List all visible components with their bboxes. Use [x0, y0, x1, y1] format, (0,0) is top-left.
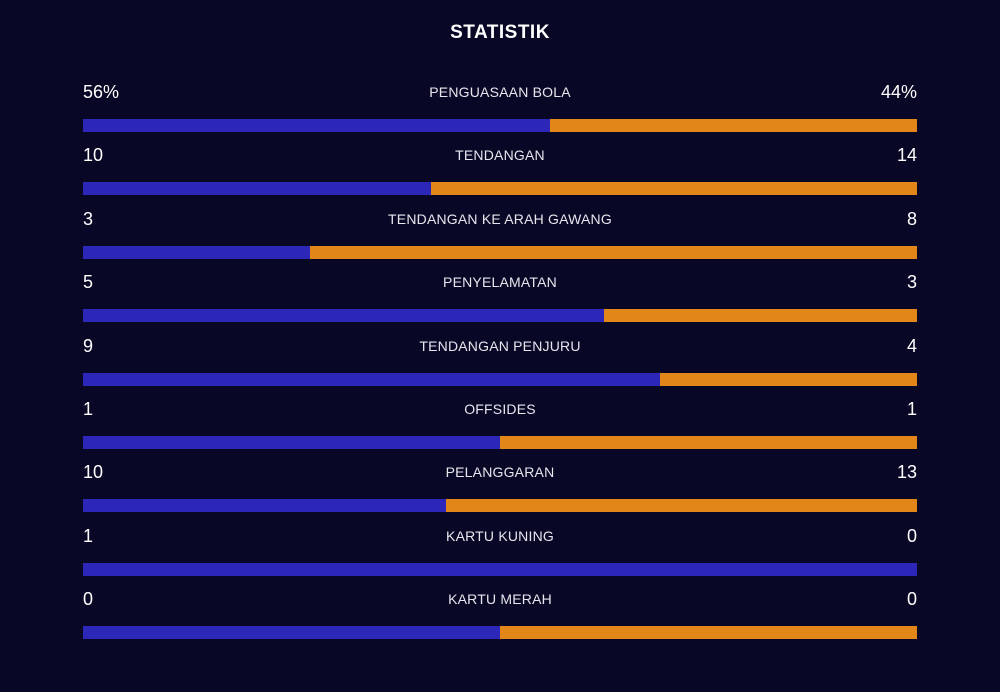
stat-row: 1 OFFSIDES 1: [83, 397, 917, 460]
away-bar-fill: [500, 435, 917, 449]
away-value: 0: [906, 525, 917, 546]
away-value: 13: [896, 462, 917, 483]
home-value: 10: [83, 462, 104, 483]
comparison-bar: [83, 372, 917, 386]
home-value: 1: [83, 398, 94, 419]
comparison-bar: [83, 119, 917, 132]
home-bar-fill: [83, 626, 500, 640]
away-value: 4: [906, 335, 917, 356]
away-value: 14: [896, 145, 917, 166]
home-bar-fill: [83, 562, 917, 576]
comparison-bar: [83, 435, 917, 449]
comparison-bar: [83, 309, 917, 323]
comparison-bar: [83, 562, 917, 576]
home-value: 10: [83, 145, 104, 166]
home-value: 0: [83, 589, 94, 610]
home-bar-fill: [83, 182, 431, 196]
comparison-bar: [83, 245, 917, 259]
home-value: 56%: [83, 82, 120, 102]
away-value: 8: [906, 208, 917, 229]
away-value: 0: [906, 589, 917, 610]
stat-label: PENYELAMATAN: [443, 274, 557, 291]
home-value: 9: [83, 335, 94, 356]
away-bar-fill: [310, 245, 917, 259]
away-bar-fill: [660, 372, 917, 386]
stat-label: OFFSIDES: [464, 400, 536, 417]
away-bar-fill: [550, 119, 917, 132]
stat-label: PENGUASAAN BOLA: [429, 84, 571, 100]
away-value: 44%: [880, 82, 917, 102]
away-bar-fill: [430, 182, 917, 196]
stat-row: 10 TENDANGAN 14: [83, 143, 917, 206]
away-value: 3: [906, 272, 917, 293]
stat-row: 56% PENGUASAAN BOLA 44%: [83, 80, 917, 143]
stat-row: 0 KARTU MERAH 0: [83, 587, 917, 650]
away-bar-fill: [500, 626, 917, 640]
comparison-bar: [83, 182, 917, 196]
stat-label: KARTU MERAH: [448, 591, 552, 608]
home-value: 5: [83, 272, 94, 293]
away-bar-fill: [445, 499, 917, 513]
stat-row: 3 TENDANGAN KE ARAH GAWANG 8: [83, 207, 917, 270]
home-bar-fill: [83, 435, 500, 449]
stat-row: 5 PENYELAMATAN 3: [83, 270, 917, 333]
stat-label: TENDANGAN PENJURU: [419, 337, 581, 354]
home-bar-fill: [83, 309, 605, 323]
stat-row: 1 KARTU KUNING 0: [83, 524, 917, 587]
home-bar-fill: [83, 499, 446, 513]
stats-list: 56% PENGUASAAN BOLA 44% 10 TENDANGAN 14 …: [83, 80, 917, 651]
stats-title: STATISTIK: [450, 22, 550, 43]
home-bar-fill: [83, 372, 661, 386]
home-bar-fill: [83, 245, 311, 259]
comparison-bar: [83, 499, 917, 513]
home-value: 1: [83, 525, 94, 546]
away-bar-fill: [604, 309, 917, 323]
home-value: 3: [83, 208, 94, 229]
stat-label: PELANGGARAN: [445, 464, 555, 481]
stat-row: 10 PELANGGARAN 13: [83, 460, 917, 523]
stat-label: TENDANGAN: [455, 147, 545, 164]
stat-label: TENDANGAN KE ARAH GAWANG: [388, 210, 612, 227]
stat-row: 9 TENDANGAN PENJURU 4: [83, 334, 917, 397]
home-bar-fill: [83, 119, 551, 132]
comparison-bar: [83, 626, 917, 640]
stat-label: KARTU KUNING: [446, 527, 554, 544]
away-value: 1: [906, 398, 917, 419]
